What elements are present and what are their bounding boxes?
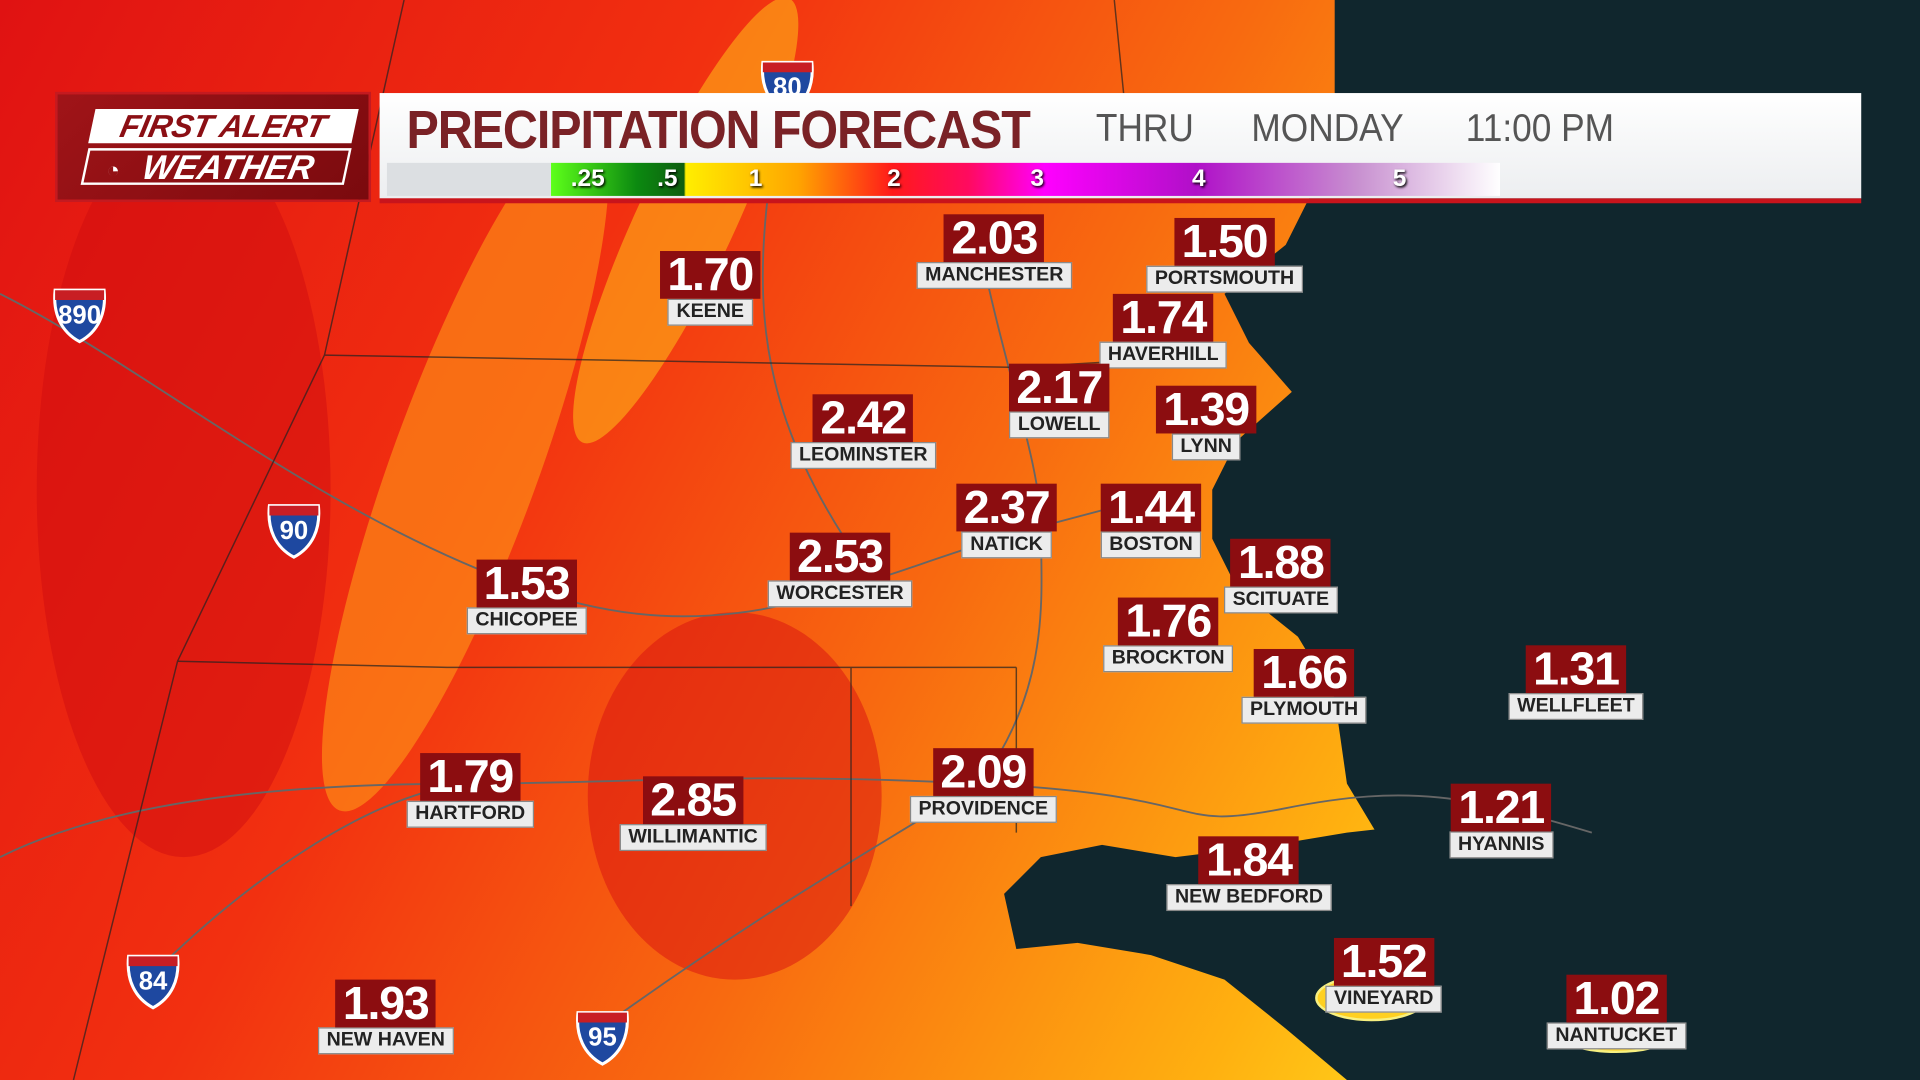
- city-name: PROVIDENCE: [909, 795, 1057, 823]
- legend-label: .25: [570, 165, 605, 193]
- precip-color-legend: .25 .5 1 2 3 4 5: [551, 162, 1501, 196]
- city-name: HAVERHILL: [1099, 341, 1228, 369]
- precip-value: 2.17: [1008, 363, 1110, 412]
- precip-value: 1.21: [1451, 783, 1552, 832]
- city-marker: 1.76 BROCKTON: [1103, 597, 1234, 673]
- city-name: NANTUCKET: [1546, 1022, 1686, 1050]
- legend-label: 3: [1030, 165, 1044, 193]
- legend-label: 5: [1392, 165, 1407, 193]
- precip-value: 1.44: [1100, 483, 1202, 531]
- precip-value: 1.88: [1230, 538, 1332, 587]
- city-name: PORTSMOUTH: [1146, 265, 1303, 293]
- city-marker: 1.66 PLYMOUTH: [1241, 648, 1367, 724]
- legend-label: 4: [1191, 165, 1206, 193]
- city-marker: 1.84 NEW BEDFORD: [1166, 836, 1332, 912]
- precip-value: 1.50: [1174, 217, 1275, 266]
- interstate-95-shield-icon: 95: [572, 1005, 633, 1066]
- city-name: NEW HAVEN: [318, 1027, 454, 1055]
- precip-value: 2.09: [933, 748, 1034, 796]
- city-marker: 2.03 MANCHESTER: [916, 214, 1072, 289]
- precip-value: 2.85: [642, 776, 744, 825]
- time-label: 11:00 PM: [1465, 105, 1615, 150]
- day-label: MONDAY: [1251, 105, 1404, 150]
- city-name: CHICOPEE: [466, 607, 587, 635]
- precip-value: 1.84: [1198, 836, 1300, 884]
- city-marker: 2.17 LOWELL: [1008, 363, 1110, 439]
- city-marker: 1.44 BOSTON: [1100, 483, 1202, 559]
- precip-value: 2.37: [956, 483, 1057, 531]
- city-marker: 1.79 HARTFORD: [406, 753, 534, 828]
- city-marker: 1.53 CHICOPEE: [466, 559, 587, 635]
- city-name: NATICK: [961, 531, 1052, 559]
- city-name: LOWELL: [1009, 411, 1110, 439]
- precip-value: 2.03: [944, 214, 1045, 263]
- precip-value: 1.39: [1155, 385, 1257, 434]
- city-name: VINEYARD: [1325, 985, 1442, 1013]
- city-name: WELLFLEET: [1508, 693, 1644, 721]
- city-marker: 1.52 VINEYARD: [1325, 937, 1442, 1013]
- city-name: WILLIMANTIC: [619, 824, 767, 852]
- legend-base: [386, 162, 552, 196]
- precip-value: 1.76: [1117, 597, 1219, 646]
- city-name: SCITUATE: [1223, 586, 1338, 614]
- precip-value: 1.31: [1525, 645, 1627, 693]
- interstate-890-shield-icon: 890: [49, 283, 110, 344]
- city-name: HARTFORD: [406, 800, 534, 828]
- city-marker: 1.02 NANTUCKET: [1546, 974, 1686, 1050]
- city-marker: 2.42 LEOMINSTER: [790, 394, 937, 469]
- city-marker: 1.93 NEW HAVEN: [318, 979, 454, 1055]
- city-name: MANCHESTER: [916, 262, 1072, 289]
- thru-label: THRU: [1095, 105, 1194, 150]
- precip-value: 2.53: [789, 532, 891, 581]
- precip-value: 1.74: [1113, 293, 1214, 342]
- legend-label: 1: [748, 165, 763, 193]
- city-name: BOSTON: [1100, 531, 1202, 559]
- header-banner: PRECIPITATION FORECAST THRU MONDAY 11:00…: [379, 93, 1862, 204]
- city-marker: 1.74 HAVERHILL: [1099, 293, 1228, 369]
- nbc-peacock-icon: ◔: [106, 157, 120, 183]
- ocean: [1004, 0, 1920, 1080]
- city-marker: 1.70 KEENE: [660, 251, 761, 326]
- city-marker: 1.39 LYNN: [1155, 385, 1257, 461]
- precip-value: 1.53: [476, 559, 577, 608]
- city-marker: 2.85 WILLIMANTIC: [619, 776, 767, 852]
- city-name: HYANNIS: [1449, 831, 1553, 859]
- logo-line2: WEATHER: [138, 148, 318, 187]
- legend-label: .5: [657, 165, 678, 193]
- legend-label: 2: [887, 165, 901, 193]
- city-marker: 2.53 WORCESTER: [767, 532, 913, 608]
- city-marker: 1.31 WELLFLEET: [1508, 645, 1644, 721]
- precip-value: 1.66: [1253, 648, 1355, 697]
- interstate-90-shield-icon: 90: [263, 498, 324, 559]
- city-name: PLYMOUTH: [1241, 696, 1367, 724]
- city-name: BROCKTON: [1103, 645, 1234, 673]
- precip-value: 1.02: [1566, 974, 1667, 1023]
- city-name: LYNN: [1171, 433, 1241, 461]
- precip-value: 1.52: [1333, 937, 1434, 986]
- logo-line1: FIRST ALERT: [116, 107, 330, 145]
- city-marker: 1.88 SCITUATE: [1223, 538, 1338, 614]
- city-marker: 2.37 NATICK: [956, 483, 1057, 559]
- city-name: LEOMINSTER: [790, 442, 937, 469]
- precip-value: 2.42: [813, 394, 914, 442]
- city-name: WORCESTER: [767, 580, 913, 608]
- city-marker: 1.50 PORTSMOUTH: [1146, 217, 1303, 293]
- city-marker: 2.09 PROVIDENCE: [909, 748, 1057, 823]
- precip-value: 1.70: [660, 251, 761, 299]
- interstate-84-shield-icon: 84: [122, 949, 183, 1010]
- page-title: PRECIPITATION FORECAST: [406, 100, 1031, 161]
- city-name: NEW BEDFORD: [1166, 884, 1332, 912]
- first-alert-weather-logo: FIRST ALERT WEATHER ◔: [55, 91, 372, 203]
- precip-value: 1.79: [420, 753, 521, 801]
- city-marker: 1.21 HYANNIS: [1449, 783, 1553, 859]
- city-name: KEENE: [667, 298, 753, 326]
- precip-value: 1.93: [335, 979, 436, 1028]
